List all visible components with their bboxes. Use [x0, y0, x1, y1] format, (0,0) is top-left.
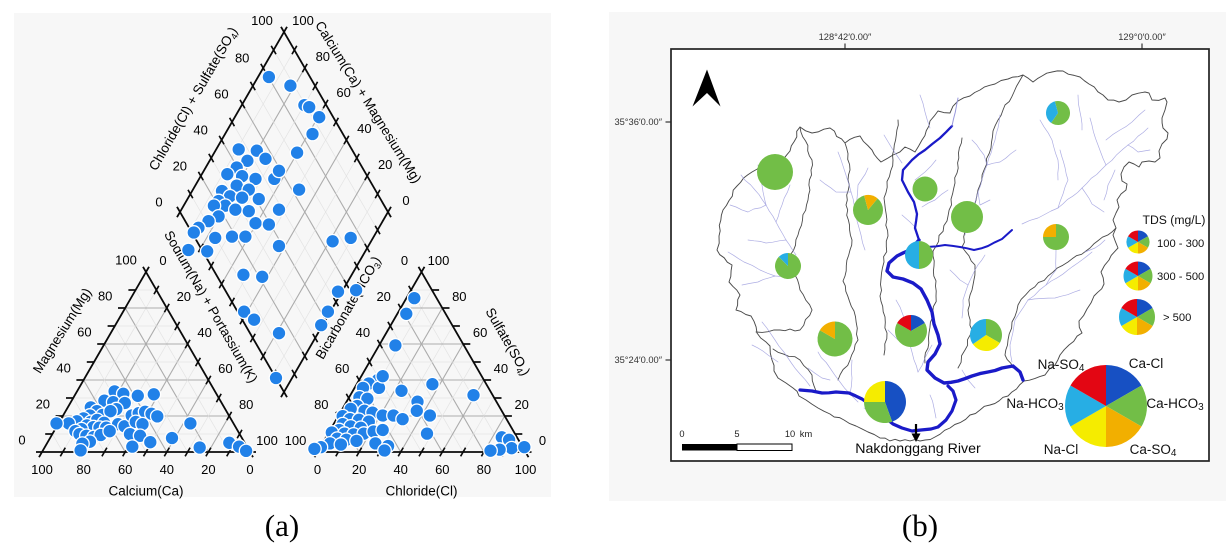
svg-text:100: 100 — [256, 433, 278, 448]
svg-text:20: 20 — [177, 289, 191, 304]
svg-text:40: 40 — [197, 325, 211, 340]
svg-text:0: 0 — [314, 462, 321, 477]
svg-text:80: 80 — [235, 51, 249, 66]
svg-text:60: 60 — [435, 462, 449, 477]
svg-text:5: 5 — [734, 429, 739, 439]
svg-text:20: 20 — [376, 289, 390, 304]
svg-text:129°0′0.00″: 129°0′0.00″ — [1118, 32, 1166, 42]
svg-text:80: 80 — [316, 49, 330, 64]
svg-text:Na-SO4: Na-SO4 — [1038, 357, 1085, 374]
svg-text:80: 80 — [239, 397, 253, 412]
svg-text:60: 60 — [218, 361, 232, 376]
svg-text:Ca-SO4: Ca-SO4 — [1130, 442, 1177, 459]
svg-text:20: 20 — [173, 159, 187, 174]
svg-text:40: 40 — [56, 361, 70, 376]
svg-text:100 - 300: 100 - 300 — [1157, 238, 1204, 250]
svg-text:10: 10 — [785, 429, 795, 439]
svg-text:40: 40 — [393, 462, 407, 477]
svg-text:0: 0 — [539, 433, 546, 448]
svg-text:35°24′0.00″: 35°24′0.00″ — [614, 355, 662, 365]
svg-text:0: 0 — [159, 253, 166, 268]
svg-text:40: 40 — [160, 462, 174, 477]
svg-text:60: 60 — [214, 87, 228, 102]
svg-text:40: 40 — [193, 123, 207, 138]
svg-text:100: 100 — [292, 13, 314, 28]
svg-text:40: 40 — [357, 121, 371, 136]
svg-text:20: 20 — [36, 397, 50, 412]
svg-text:60: 60 — [335, 361, 349, 376]
svg-text:0: 0 — [246, 462, 253, 477]
svg-text:60: 60 — [118, 462, 132, 477]
svg-text:60: 60 — [77, 325, 91, 340]
svg-text:80: 80 — [314, 397, 328, 412]
svg-text:100: 100 — [251, 13, 273, 28]
svg-text:60: 60 — [336, 85, 350, 100]
svg-text:0: 0 — [402, 193, 409, 208]
svg-text:0: 0 — [679, 429, 684, 439]
svg-text:Na-HCO3: Na-HCO3 — [1006, 396, 1064, 413]
svg-text:80: 80 — [76, 462, 90, 477]
svg-text:Na-Cl: Na-Cl — [1044, 442, 1079, 457]
svg-text:35°36′0.00″: 35°36′0.00″ — [614, 117, 662, 127]
svg-text:80: 80 — [477, 462, 491, 477]
svg-text:100: 100 — [515, 462, 537, 477]
svg-text:80: 80 — [98, 289, 112, 304]
svg-text:60: 60 — [473, 325, 487, 340]
svg-text:20: 20 — [378, 157, 392, 172]
svg-text:> 500: > 500 — [1163, 312, 1191, 324]
svg-text:128°42′0.00″: 128°42′0.00″ — [819, 32, 872, 42]
svg-text:TDS (mg/L): TDS (mg/L) — [1143, 213, 1206, 227]
svg-text:100: 100 — [428, 253, 450, 268]
svg-text:20: 20 — [201, 462, 215, 477]
svg-text:km: km — [800, 429, 813, 439]
svg-text:Chloride(Cl): Chloride(Cl) — [385, 484, 457, 499]
svg-text:100: 100 — [115, 253, 137, 268]
svg-text:40: 40 — [356, 325, 370, 340]
svg-text:0: 0 — [18, 433, 25, 448]
svg-text:Ca-HCO3: Ca-HCO3 — [1146, 396, 1204, 413]
svg-text:Nakdonggang River: Nakdonggang River — [855, 441, 981, 457]
svg-text:Calcium(Ca): Calcium(Ca) — [108, 484, 183, 499]
svg-text:100: 100 — [31, 462, 53, 477]
svg-text:100: 100 — [285, 433, 307, 448]
svg-text:0: 0 — [155, 195, 162, 210]
svg-text:20: 20 — [352, 462, 366, 477]
svg-text:0: 0 — [401, 253, 408, 268]
svg-text:40: 40 — [494, 361, 508, 376]
svg-text:80: 80 — [452, 289, 466, 304]
svg-text:(b): (b) — [902, 508, 938, 543]
svg-text:300 - 500: 300 - 500 — [1157, 271, 1204, 283]
svg-text:(a): (a) — [265, 508, 299, 543]
svg-text:Ca-Cl: Ca-Cl — [1129, 356, 1164, 371]
svg-text:20: 20 — [514, 397, 528, 412]
